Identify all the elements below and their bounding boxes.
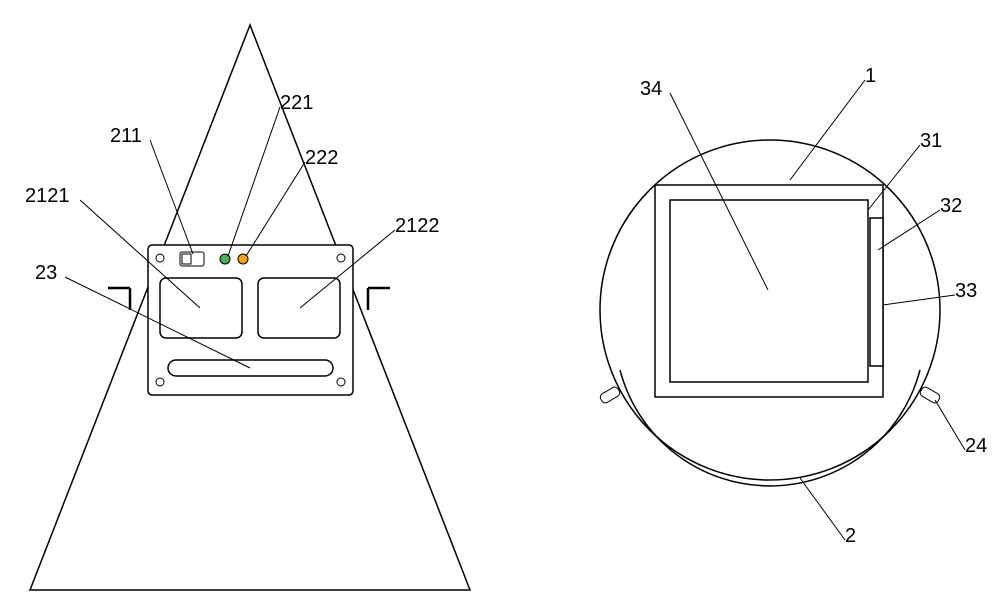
callout-23: 23 [35,262,57,285]
diagram-canvas [0,0,1000,610]
callout-2: 2 [845,525,856,548]
callout-221: 221 [280,92,313,115]
callout-31: 31 [920,130,942,153]
callout-24: 24 [965,435,987,458]
callout-222: 222 [305,147,338,170]
callout-2122: 2122 [395,215,440,238]
callout-2121: 2121 [25,185,70,208]
callout-211: 211 [110,125,142,148]
callout-1: 1 [865,65,876,88]
callout-32: 32 [940,195,962,218]
callout-33: 33 [955,280,977,303]
callout-34: 34 [640,78,662,101]
